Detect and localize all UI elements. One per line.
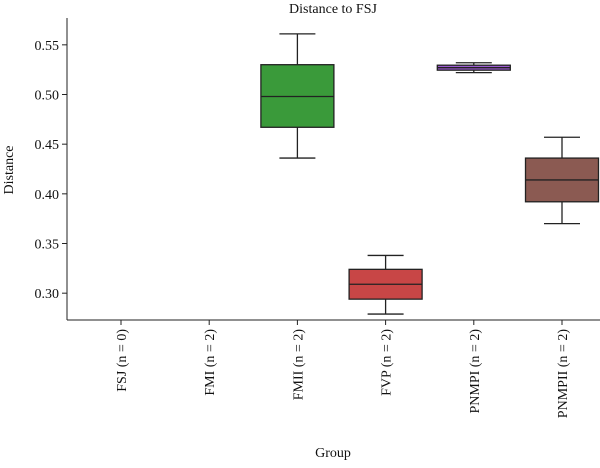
y-axis-label: Distance — [2, 146, 17, 195]
x-tick-label: FMI (n = 2) — [203, 329, 218, 396]
x-tick-label: FVP (n = 2) — [380, 329, 395, 396]
y-tick-label: 0.35 — [35, 238, 60, 253]
chart-title: Distance to FSJ — [289, 2, 377, 17]
y-tick-label: 0.40 — [35, 188, 60, 203]
x-axis-label: Group — [315, 446, 351, 461]
y-tick-label: 0.30 — [35, 287, 60, 302]
x-tick-label: FMII (n = 2) — [291, 329, 306, 401]
box-6 — [526, 137, 599, 223]
box-4 — [349, 255, 422, 314]
x-tick-label: PNMPII (n = 2) — [556, 329, 571, 419]
x-tick-label: PNMPI (n = 2) — [468, 329, 483, 414]
box-series — [261, 34, 599, 314]
y-tick-label: 0.45 — [35, 138, 60, 153]
x-tick-label: FSJ (n = 0) — [115, 329, 130, 392]
box-5 — [437, 63, 510, 73]
y-tick-label: 0.55 — [35, 39, 60, 54]
box-3 — [261, 34, 334, 158]
y-tick-label: 0.50 — [35, 89, 60, 104]
